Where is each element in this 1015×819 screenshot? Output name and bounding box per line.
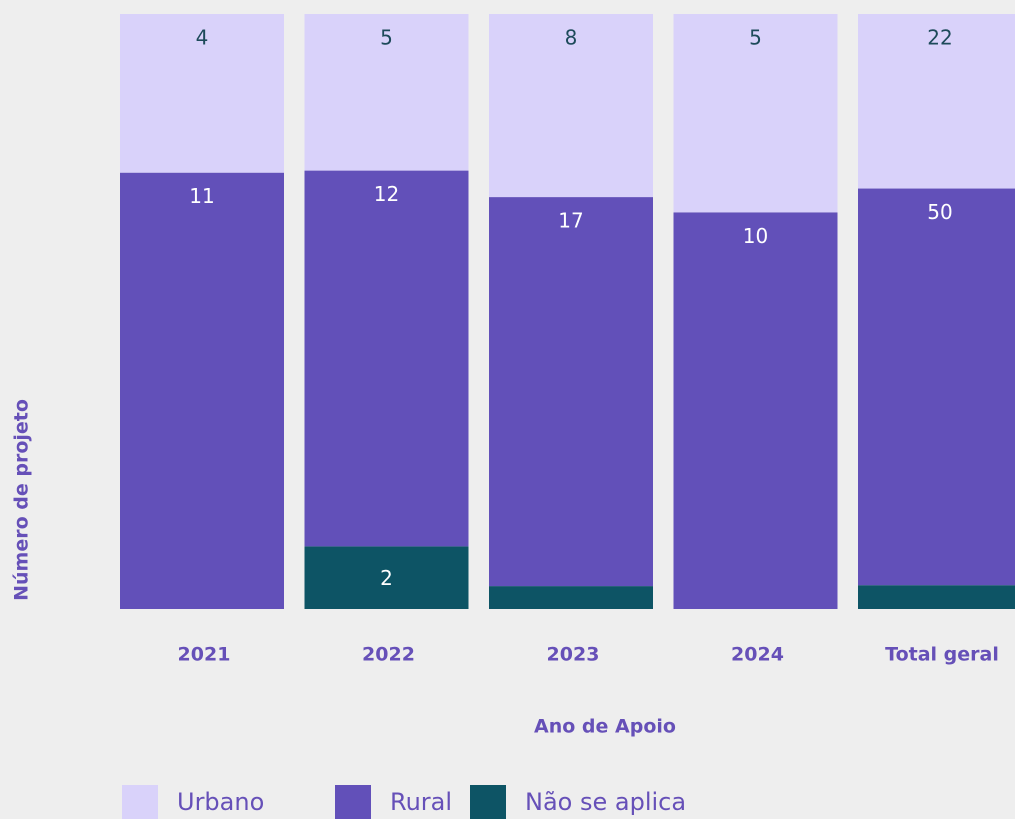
- data-label: 17: [558, 209, 583, 233]
- x-tick-label: 2021: [178, 644, 231, 666]
- bar-segment: [489, 14, 653, 198]
- bar-segment: [304, 14, 469, 171]
- bar-segment: [304, 170, 469, 547]
- x-tick-label: Total geral: [885, 644, 999, 666]
- data-label: 4: [196, 26, 209, 50]
- bar-segment: [489, 197, 653, 587]
- legend-swatch: [335, 785, 371, 819]
- legend-label: Rural: [390, 788, 452, 816]
- bar-segment: [858, 585, 1015, 609]
- bar-segment: [120, 172, 284, 609]
- y-axis-title: Número de projeto: [11, 399, 33, 601]
- data-label: 5: [380, 26, 393, 50]
- bar-segment: [858, 14, 1015, 189]
- bar-segment: [858, 188, 1015, 586]
- x-axis-title: Ano de Apoio: [534, 716, 676, 738]
- legend-swatch: [470, 785, 506, 819]
- legend-label: Não se aplica: [525, 788, 686, 816]
- bar-segment: [489, 586, 653, 609]
- bar-segment: [120, 14, 284, 173]
- data-label: 2: [380, 566, 393, 590]
- data-label: 12: [374, 182, 399, 206]
- data-label: 50: [927, 200, 952, 224]
- bar-segment: [673, 212, 838, 610]
- data-label: 10: [743, 224, 768, 248]
- data-label: 8: [565, 26, 578, 50]
- legend-swatch: [122, 785, 158, 819]
- x-tick-label: 2023: [547, 644, 600, 666]
- legend-label: Urbano: [177, 788, 264, 816]
- data-label: 5: [749, 26, 762, 50]
- bar-segment: [304, 546, 469, 609]
- data-label: 22: [927, 26, 952, 50]
- data-label: 11: [189, 184, 214, 208]
- bar-segment: [673, 14, 838, 213]
- x-tick-label: 2024: [731, 644, 784, 666]
- x-tick-label: 2022: [362, 644, 415, 666]
